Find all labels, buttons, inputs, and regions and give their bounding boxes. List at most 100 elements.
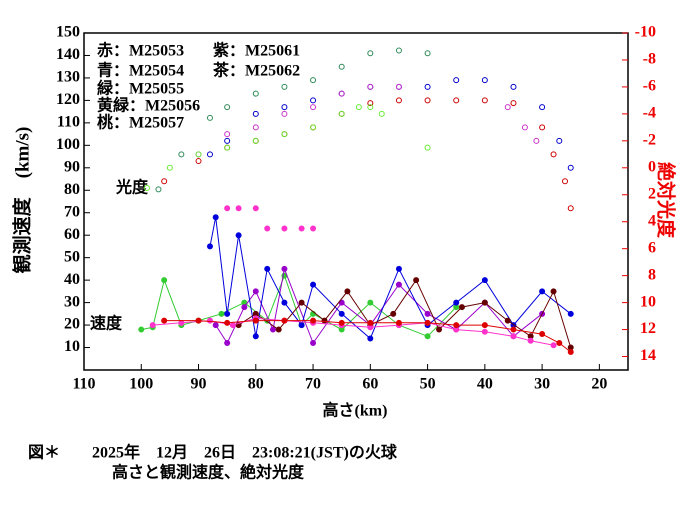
data-point [338, 63, 345, 70]
data-point [567, 349, 574, 356]
data-point [275, 326, 282, 333]
y-tick-label: 100 [56, 136, 80, 153]
legend-entry: 茶：M25062 [212, 61, 300, 80]
data-point [264, 265, 271, 272]
data-point [281, 317, 288, 324]
y-tick-label: 140 [56, 46, 80, 63]
data-point [504, 104, 511, 111]
data-point [195, 151, 202, 158]
data-point [178, 151, 185, 158]
data-point [539, 288, 546, 295]
data-point [367, 104, 374, 111]
x-tick-label: 110 [72, 376, 95, 393]
y2-tick-label: -10 [635, 24, 656, 41]
data-point [539, 124, 546, 131]
data-point [344, 288, 351, 295]
data-point [338, 110, 345, 117]
y2-tick-label: -8 [643, 51, 656, 68]
data-point [550, 288, 557, 295]
caption: 図＊ 2025年 12月 26日 23:08:21(JST)の火球 [28, 443, 398, 462]
data-point [166, 164, 173, 171]
data-point [224, 340, 231, 347]
y-tick-label: 80 [64, 181, 80, 198]
y-tick-label: 10 [64, 338, 80, 355]
data-point [395, 47, 402, 54]
x-tick-label: 100 [129, 376, 153, 393]
data-point [395, 281, 402, 288]
annotation: 速度 [90, 314, 123, 333]
data-point [521, 124, 528, 131]
y2-tick-label: 6 [648, 239, 656, 256]
data-point [281, 225, 288, 232]
data-point [533, 137, 540, 144]
data-point [252, 288, 259, 295]
data-point [281, 104, 288, 111]
data-point [224, 104, 231, 111]
data-point [195, 158, 202, 165]
y2-tick-label: 0 [648, 158, 656, 175]
y2-tick-label: 14 [640, 347, 656, 364]
x-tick-label: 40 [477, 376, 493, 393]
data-point [367, 50, 374, 57]
data-point [338, 90, 345, 97]
legend-entry: 赤：M25053 [97, 41, 184, 60]
data-point [395, 83, 402, 90]
data-point [413, 277, 420, 284]
data-point [424, 97, 431, 104]
data-point [149, 322, 156, 329]
data-point [567, 164, 574, 171]
data-point [252, 317, 259, 324]
x-axis-label: 高さ(km) [323, 401, 388, 420]
x-tick-label: 60 [362, 376, 378, 393]
data-point [378, 110, 385, 117]
data-point [310, 281, 317, 288]
y-tick-label: 130 [56, 69, 80, 86]
data-point [206, 317, 213, 324]
data-point [224, 319, 231, 326]
series-line [141, 274, 457, 337]
data-point [436, 326, 443, 333]
data-point [224, 137, 231, 144]
data-point [252, 333, 259, 340]
data-point [424, 50, 431, 57]
data-point [424, 310, 431, 317]
data-point [269, 326, 276, 333]
data-point [206, 243, 213, 250]
y-tick-label: 120 [56, 91, 80, 108]
data-point [510, 333, 517, 340]
legend-entry: 紫：M25061 [213, 41, 300, 60]
data-point [310, 317, 317, 324]
legend-entry: 緑：M25055 [97, 79, 184, 98]
data-point [550, 151, 557, 158]
data-point [281, 83, 288, 90]
data-point [224, 310, 231, 317]
x-tick-label: 80 [248, 376, 264, 393]
x-tick-label: 30 [534, 376, 550, 393]
data-point [235, 205, 242, 212]
data-point [567, 310, 574, 317]
x-tick-label: 70 [305, 376, 321, 393]
data-point [424, 333, 431, 340]
data-point [161, 317, 168, 324]
data-point [310, 124, 317, 131]
data-point [481, 77, 488, 84]
data-point [252, 205, 259, 212]
data-point [367, 335, 374, 342]
data-point [481, 328, 488, 335]
series-line [215, 267, 543, 345]
data-point [310, 340, 317, 347]
data-point [321, 317, 328, 324]
data-point [252, 124, 259, 131]
data-point [195, 317, 202, 324]
data-point [206, 114, 213, 121]
y-tick-label: 40 [64, 271, 80, 288]
data-point [252, 90, 259, 97]
data-point [567, 205, 574, 212]
data-point [212, 322, 219, 329]
data-point [395, 265, 402, 272]
y-tick-label: 70 [64, 203, 80, 220]
y2-tick-label: -2 [643, 132, 656, 149]
data-point [298, 299, 305, 306]
data-point [481, 322, 488, 329]
y2-tick-label: -4 [643, 105, 656, 122]
